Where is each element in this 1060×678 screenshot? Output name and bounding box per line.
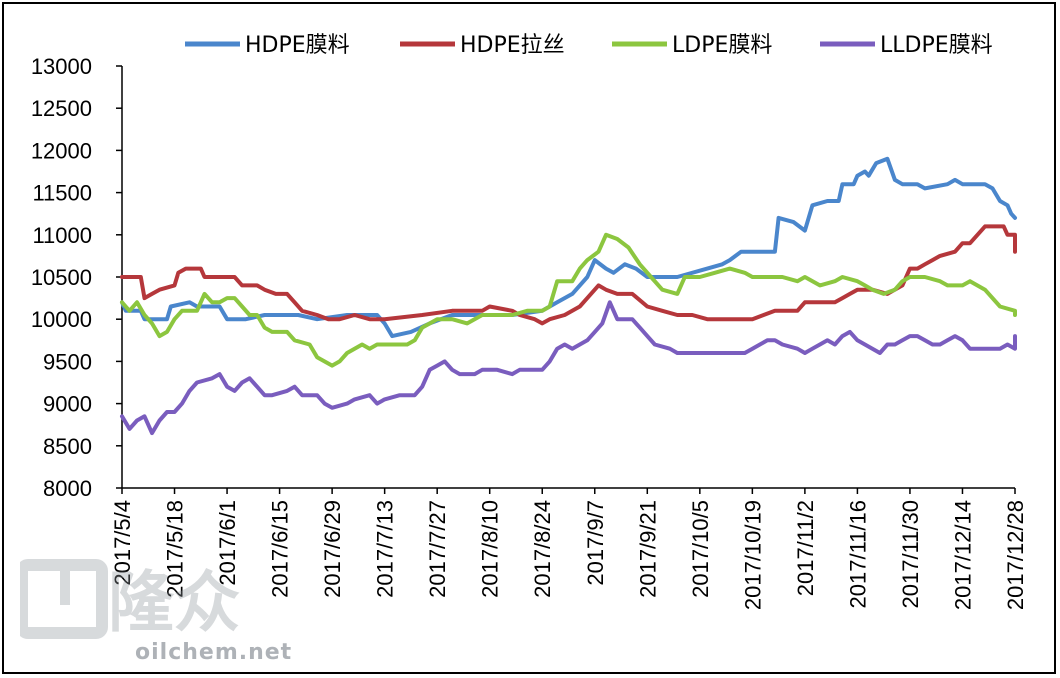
y-tick-label: 8000 [43, 476, 92, 501]
x-tick-label: 2017/8/24 [530, 500, 555, 598]
legend-label-2: LDPE膜料 [672, 33, 772, 58]
x-tick-label: 2017/8/10 [478, 500, 503, 598]
oilchem-logo: 隆众 [20, 559, 240, 641]
x-tick-label: 2017/7/27 [425, 500, 450, 598]
legend: HDPE膜料 HDPE拉丝 LDPE膜料 LLDPE膜料 [185, 33, 993, 58]
x-tick-label: 2017/11/2 [793, 500, 818, 596]
legend-label-3: LLDPE膜料 [880, 33, 993, 58]
x-tick-label: 2017/6/15 [268, 500, 293, 598]
x-tick-label: 2017/11/16 [845, 500, 870, 608]
series-line-3 [120, 300, 1017, 436]
y-tick-label: 12000 [31, 138, 92, 163]
x-tick-label: 2017/12/28 [1003, 500, 1028, 610]
x-tick-label: 2017/11/30 [898, 500, 923, 608]
axes: 8000 8500 9000 9500 10000 10500 11000 11500 1200… [31, 54, 1028, 610]
x-tick-label: 2017/6/29 [320, 500, 345, 598]
x-tick-label: 2017/5/4 [110, 500, 135, 586]
plot-area [120, 156, 1017, 436]
x-tick-label: 2017/10/5 [688, 500, 713, 598]
x-tick-label: 2017/5/18 [163, 500, 188, 598]
y-tick-label: 9000 [43, 392, 92, 417]
x-tick-label: 2017/6/1 [215, 500, 240, 586]
y-tick-label: 12500 [31, 96, 92, 121]
y-tick-label: 13000 [31, 54, 92, 79]
y-tick-label: 8500 [43, 434, 92, 459]
x-tick-label: 2017/12/14 [950, 500, 975, 610]
series-line-1 [120, 224, 1017, 326]
y-tick-label: 11000 [32, 223, 92, 248]
x-tick-label: 2017/9/21 [635, 500, 660, 598]
y-tick-label: 9500 [43, 349, 92, 374]
x-tick-label: 2017/10/19 [740, 500, 765, 610]
watermark-domain: oilchem.net [135, 640, 293, 665]
y-tick-label: 11500 [32, 181, 92, 206]
y-tick-label: 10500 [31, 265, 92, 290]
series-line-2 [120, 232, 1017, 368]
watermark-brand: 隆众 [108, 564, 240, 641]
legend-label-0: HDPE膜料 [245, 33, 350, 58]
legend-label-1: HDPE拉丝 [460, 33, 565, 58]
x-tick-label: 2017/7/13 [373, 500, 398, 598]
series-line-0 [120, 156, 1017, 339]
x-tick-label: 2017/9/7 [583, 500, 608, 586]
y-tick-label: 10000 [31, 307, 92, 332]
